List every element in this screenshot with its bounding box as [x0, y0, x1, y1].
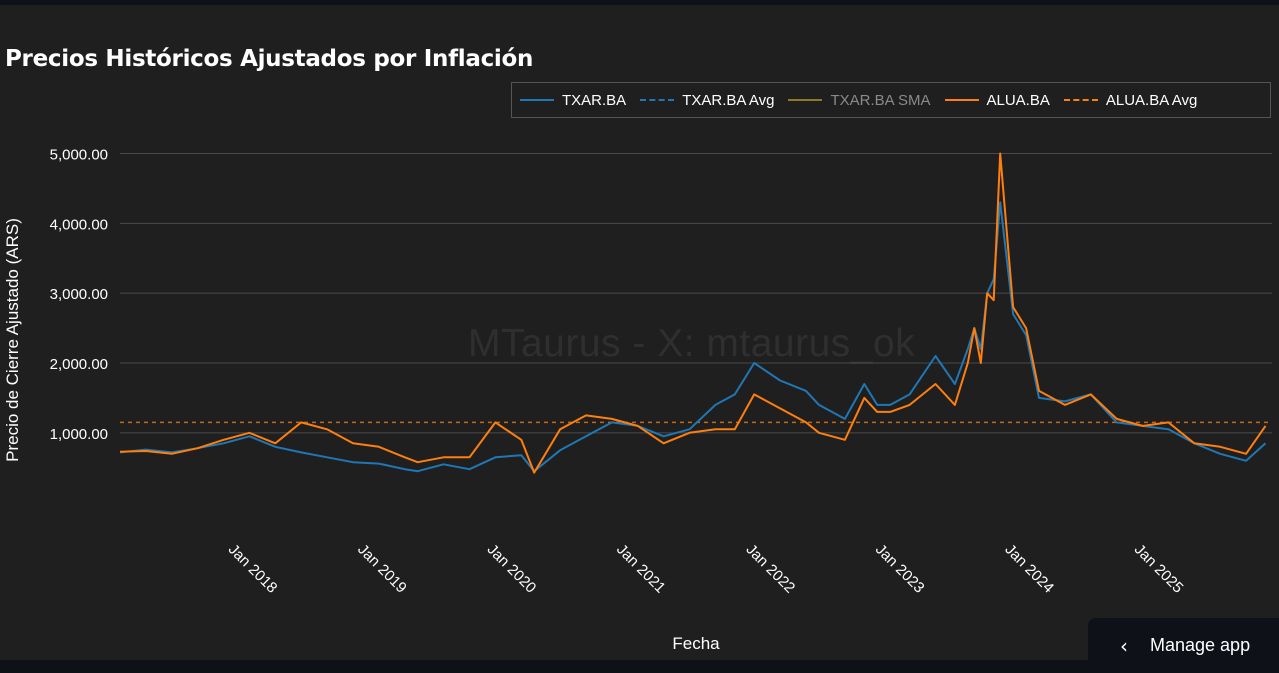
x-axis-label: Fecha	[672, 634, 720, 653]
y-tick-label: 3,000.00	[50, 286, 108, 303]
x-tick-label: Jan 2025	[1131, 541, 1187, 597]
chevron-left-icon: ‹	[1120, 633, 1128, 658]
y-tick-label: 2,000.00	[50, 356, 108, 373]
manage-app-button[interactable]: ‹ Manage app	[1088, 618, 1279, 673]
chart-title: Precios Históricos Ajustados por Inflaci…	[5, 46, 534, 72]
x-tick-label: Jan 2020	[484, 541, 540, 597]
legend-item[interactable]: ALUA.BA	[944, 91, 1050, 109]
legend-label: TXAR.BA	[562, 91, 627, 109]
x-tick-label: Jan 2018	[225, 541, 281, 597]
y-axis-label: Precio de Cierre Ajustado (ARS)	[3, 218, 22, 462]
legend-label: ALUA.BA	[986, 91, 1050, 109]
x-tick-label: Jan 2022	[743, 541, 799, 597]
y-tick-label: 5,000.00	[50, 147, 108, 164]
manage-app-label: Manage app	[1150, 635, 1251, 655]
y-tick-label: 1,000.00	[50, 426, 108, 443]
legend-item[interactable]: TXAR.BA Avg	[640, 92, 774, 109]
legend-item[interactable]: ALUA.BA Avg	[1063, 91, 1198, 109]
x-tick-label: Jan 2019	[354, 541, 410, 597]
legend-swatch	[944, 99, 979, 101]
legend-swatch	[788, 99, 823, 101]
watermark: MTaurus - X: mtaurus_ok	[468, 322, 916, 365]
legend-swatch	[520, 99, 554, 101]
txar-line	[119, 201, 1267, 473]
legend-item[interactable]: TXAR.BA SMA	[788, 91, 931, 109]
alua-line	[119, 152, 1267, 474]
legend-label: ALUA.BA Avg	[1105, 91, 1198, 109]
x-tick-label: Jan 2023	[872, 541, 928, 597]
legend-label: TXAR.BA Avg	[682, 91, 775, 109]
legend-item[interactable]: TXAR.BA	[520, 92, 626, 109]
x-tick-label: Jan 2021	[613, 541, 669, 597]
legend-swatch	[640, 99, 675, 101]
legend-swatch	[1063, 99, 1098, 101]
y-tick-label: 4,000.00	[50, 216, 108, 233]
legend-label: TXAR.BA SMA	[830, 91, 931, 109]
chart-panel	[0, 5, 1279, 660]
x-tick-label: Jan 2024	[1001, 541, 1057, 597]
chart-legend: TXAR.BA TXAR.BA Avg TXAR.BA SMA ALUA.BA ALUA…	[511, 82, 1271, 118]
